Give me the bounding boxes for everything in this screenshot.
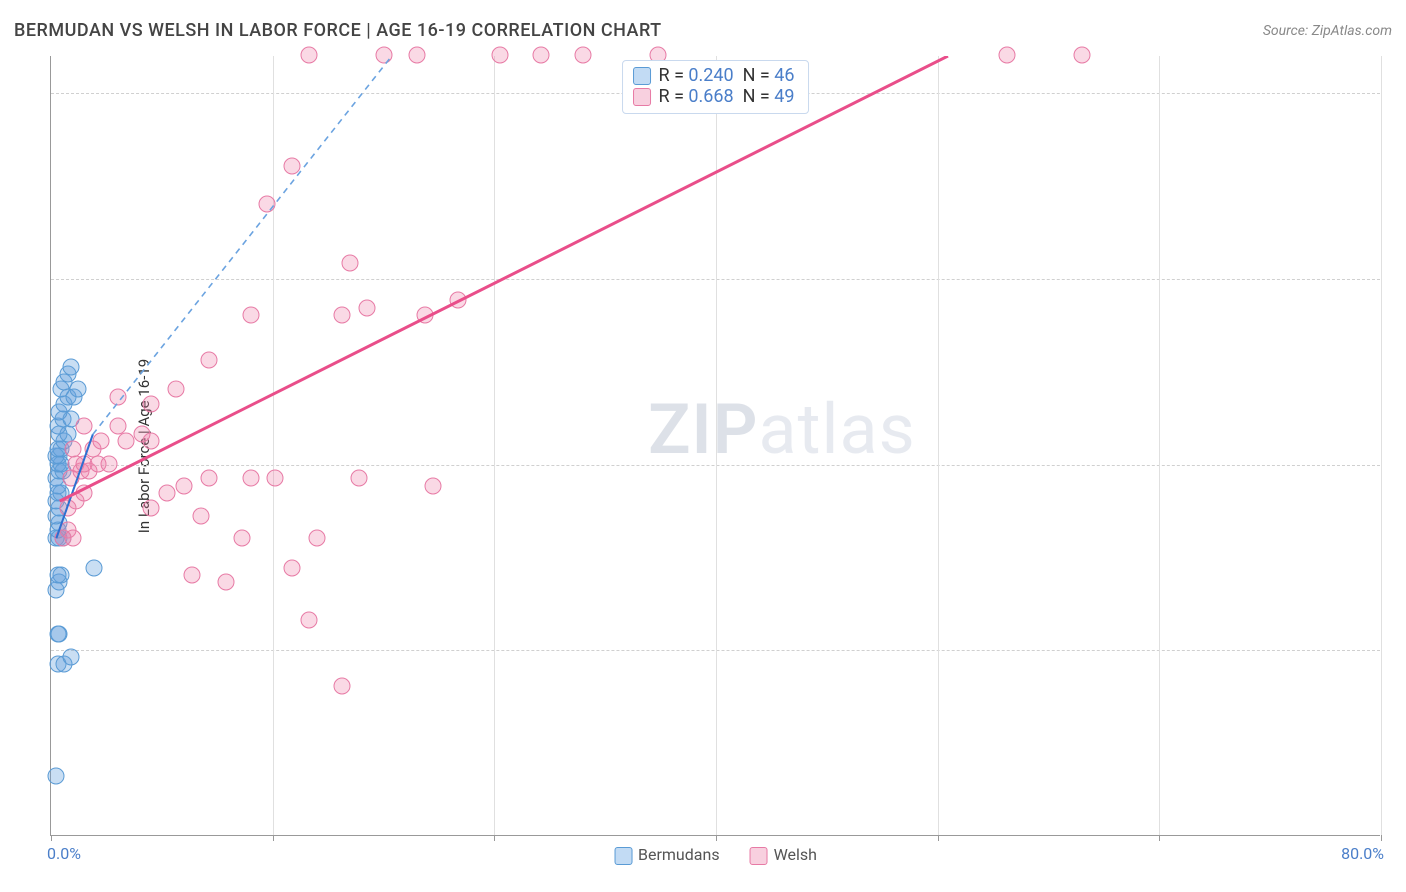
point-welsh [350, 470, 367, 487]
point-bermudans [51, 626, 68, 643]
source-label: Source: ZipAtlas.com [1263, 23, 1392, 39]
point-welsh [309, 529, 326, 546]
point-welsh [200, 470, 217, 487]
point-welsh [234, 529, 251, 546]
point-welsh [142, 396, 159, 413]
point-welsh [333, 307, 350, 324]
point-bermudans [49, 567, 66, 584]
legend-item-welsh: Welsh [750, 845, 817, 865]
y-tick-label: 50.0% [1390, 455, 1406, 474]
legend-item-bermudans: Bermudans [614, 845, 720, 865]
point-welsh [184, 567, 201, 584]
y-tick-label: 100.0% [1390, 84, 1406, 103]
title-bar: BERMUDAN VS WELSH IN LABOR FORCE | AGE 1… [14, 20, 1392, 41]
legend-swatch-bermudans-icon [614, 847, 632, 865]
y-tick-label: 75.0% [1390, 269, 1406, 288]
x-tick-label: 0.0% [47, 844, 81, 863]
legend-swatch-welsh-icon [750, 847, 768, 865]
point-welsh [342, 255, 359, 272]
point-welsh [101, 455, 118, 472]
point-welsh [998, 47, 1015, 64]
point-welsh [242, 470, 259, 487]
point-welsh [267, 470, 284, 487]
point-welsh [300, 47, 317, 64]
point-welsh [64, 440, 81, 457]
stats-row-bermudans: R = 0.240 N = 46 [633, 65, 795, 86]
point-welsh [142, 500, 159, 517]
point-welsh [491, 47, 508, 64]
point-welsh [575, 47, 592, 64]
point-bermudans [62, 648, 79, 665]
correlation-chart: In Labor Force | Age 16-19 25.0%50.0%75.… [50, 56, 1380, 836]
point-welsh [167, 381, 184, 398]
point-welsh [109, 388, 126, 405]
point-welsh [300, 611, 317, 628]
point-welsh [176, 477, 193, 494]
point-welsh [259, 195, 276, 212]
point-welsh [425, 477, 442, 494]
point-welsh [284, 559, 301, 576]
point-bermudans [86, 559, 103, 576]
point-welsh [76, 485, 93, 502]
point-welsh [200, 351, 217, 368]
point-welsh [217, 574, 234, 591]
y-tick-label: 25.0% [1390, 641, 1406, 660]
point-bermudans [62, 359, 79, 376]
point-bermudans [47, 767, 64, 784]
stats-row-welsh: R = 0.668 N = 49 [633, 86, 795, 107]
stats-legend: R = 0.240 N = 46 R = 0.668 N = 49 [622, 60, 810, 114]
point-welsh [192, 507, 209, 524]
point-welsh [92, 433, 109, 450]
point-welsh [134, 425, 151, 442]
page-title: BERMUDAN VS WELSH IN LABOR FORCE | AGE 1… [14, 20, 662, 41]
point-welsh [109, 418, 126, 435]
watermark: ZIPatlas [648, 389, 916, 471]
point-welsh [159, 485, 176, 502]
point-welsh [242, 307, 259, 324]
point-welsh [76, 418, 93, 435]
point-welsh [333, 678, 350, 695]
point-welsh [450, 292, 467, 309]
point-welsh [533, 47, 550, 64]
point-welsh [117, 433, 134, 450]
series-legend: Bermudans Welsh [614, 845, 817, 865]
point-welsh [358, 299, 375, 316]
point-welsh [1073, 47, 1090, 64]
swatch-welsh-icon [633, 88, 651, 106]
x-tick-label: 80.0% [1341, 844, 1384, 863]
point-welsh [64, 529, 81, 546]
point-welsh [417, 307, 434, 324]
point-welsh [408, 47, 425, 64]
point-welsh [375, 47, 392, 64]
swatch-bermudans-icon [633, 67, 651, 85]
point-welsh [284, 158, 301, 175]
